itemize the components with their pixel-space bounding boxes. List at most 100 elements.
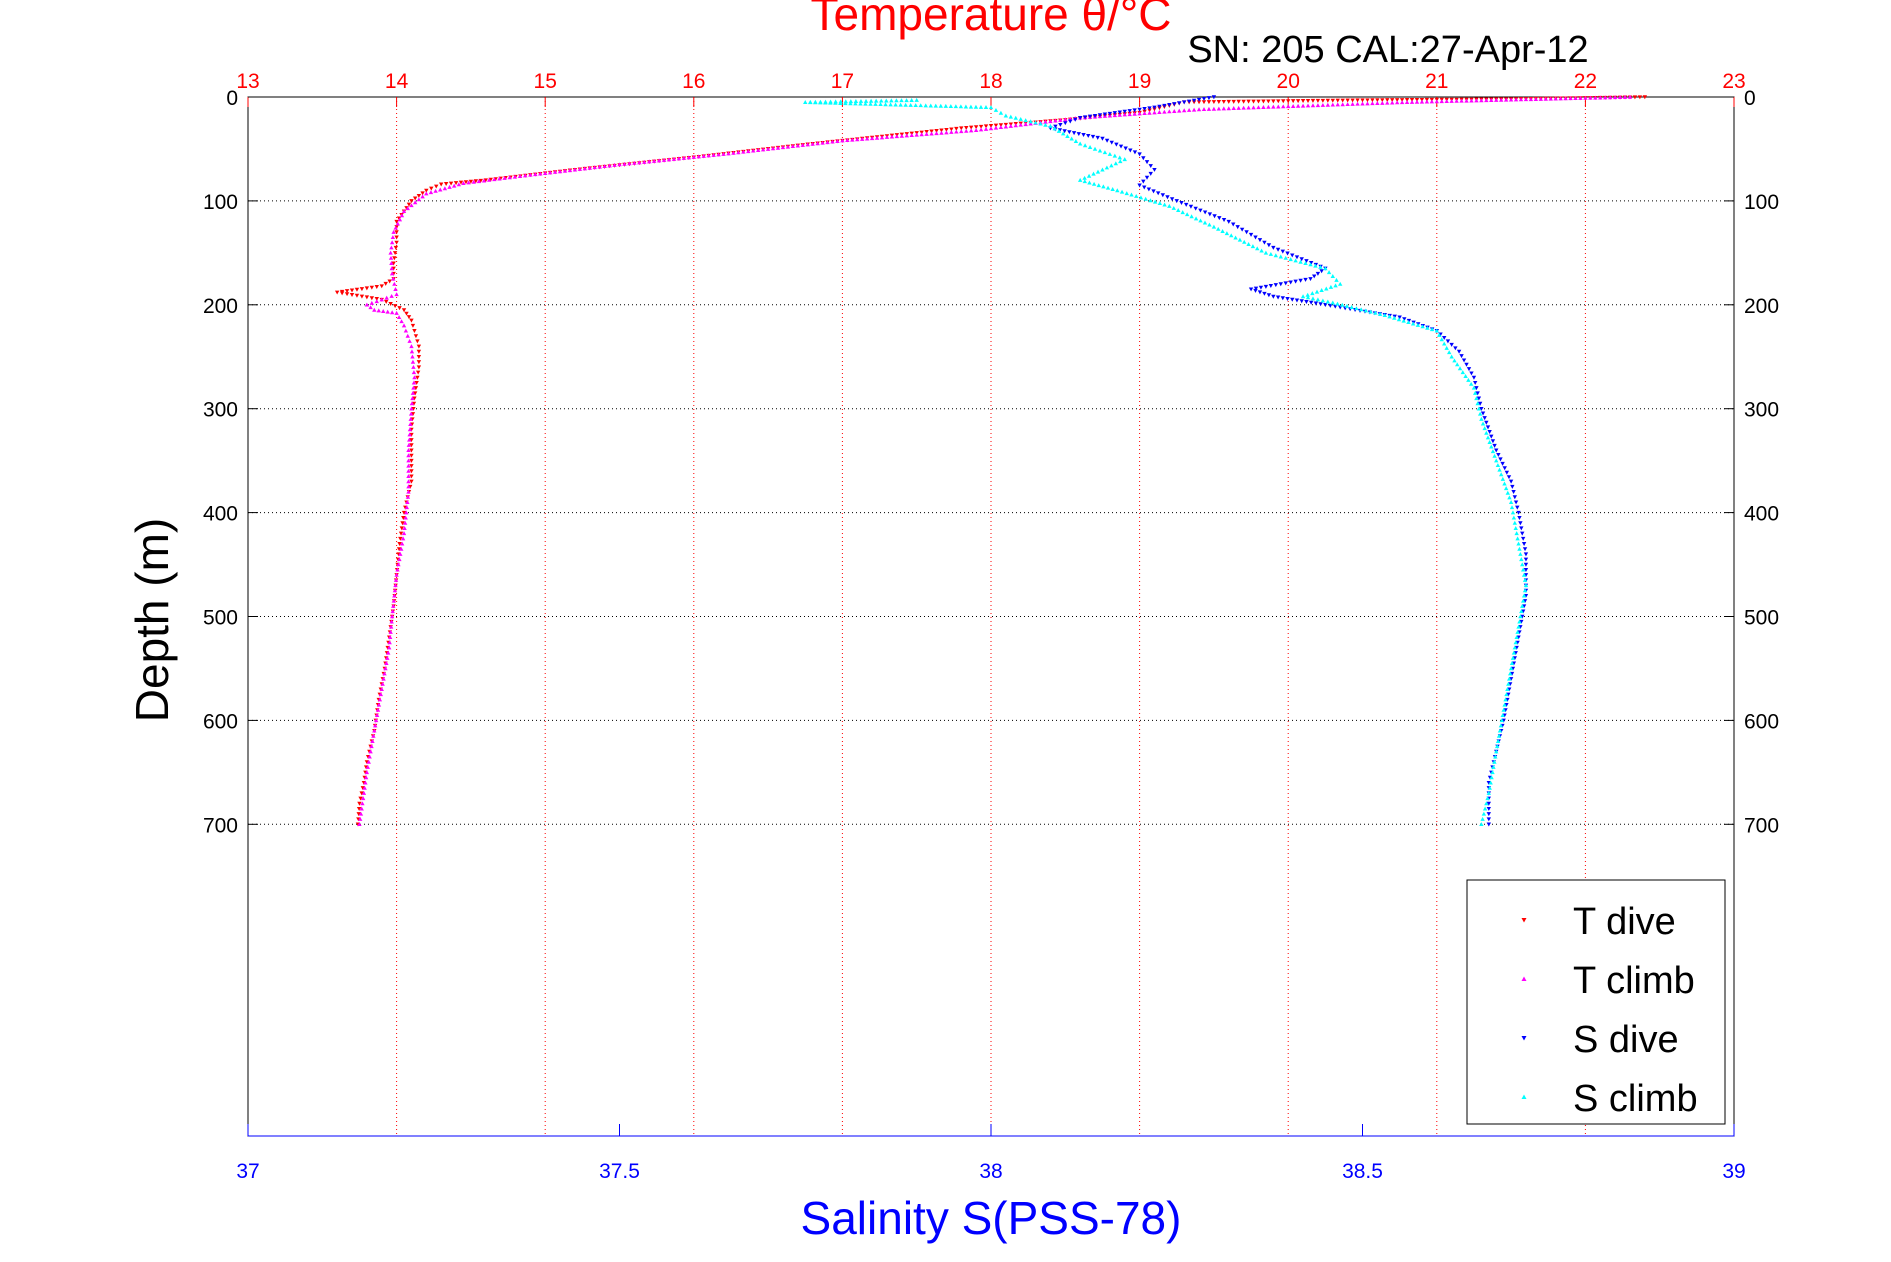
data-point (1206, 106, 1212, 111)
data-point (1172, 108, 1177, 113)
data-point (933, 103, 938, 108)
data-point (405, 206, 410, 211)
data-point (1479, 822, 1484, 827)
data-point (411, 385, 416, 390)
data-point (1325, 299, 1331, 304)
data-point (383, 299, 389, 304)
data-point (894, 98, 899, 103)
data-point (1048, 123, 1053, 128)
data-point (366, 759, 371, 764)
data-point (1181, 100, 1187, 105)
data-point (879, 135, 885, 140)
data-point (416, 360, 422, 365)
data-point (813, 100, 818, 105)
data-point (959, 129, 964, 134)
data-point (408, 422, 413, 427)
data-point (1511, 515, 1517, 520)
data-point (1439, 337, 1444, 342)
legend-box (1466, 879, 1726, 1125)
data-point (1181, 108, 1187, 113)
data-point (368, 749, 373, 754)
data-point (780, 145, 786, 150)
data-point (741, 149, 746, 154)
data-point (438, 187, 443, 192)
data-point (1506, 475, 1512, 480)
data-point (364, 770, 370, 775)
data-point (1127, 112, 1132, 117)
data-point (1147, 106, 1152, 111)
temperature-tick-label: 21 (1425, 70, 1448, 93)
legend-label: T dive (1573, 901, 1676, 943)
data-point (1128, 148, 1133, 153)
data-point (394, 240, 399, 245)
data-point (453, 181, 459, 186)
data-point (1256, 99, 1261, 104)
data-point (1320, 98, 1326, 103)
data-point (1148, 198, 1153, 203)
data-point (1052, 126, 1057, 131)
data-point (373, 718, 379, 723)
data-point (1445, 339, 1451, 344)
data-point (1283, 255, 1288, 260)
data-point (1313, 301, 1319, 306)
data-point (408, 416, 413, 421)
data-point (1144, 175, 1150, 180)
data-point (1387, 314, 1392, 319)
data-point (401, 323, 407, 328)
data-point (1404, 99, 1410, 104)
data-point (409, 448, 414, 453)
data-point (1060, 131, 1066, 136)
data-point (1266, 99, 1271, 104)
data-point (1110, 187, 1115, 191)
data-point (429, 186, 434, 191)
data-point (375, 707, 381, 712)
data-point (416, 197, 422, 202)
salinity-tick-label: 38.5 (1342, 1160, 1383, 1183)
data-point (1385, 100, 1390, 105)
data-point (1063, 117, 1068, 122)
data-point (360, 796, 366, 801)
data-point (1519, 526, 1524, 531)
data-point (1117, 112, 1122, 117)
data-point (401, 510, 407, 515)
data-point (958, 104, 964, 109)
data-point (356, 806, 362, 811)
data-point (1486, 812, 1492, 817)
data-point (360, 801, 365, 806)
data-point (379, 284, 384, 289)
legend-label: S dive (1573, 1019, 1679, 1061)
data-point (1198, 218, 1203, 223)
data-point (1087, 180, 1092, 185)
data-point (1516, 541, 1521, 546)
data-point (868, 98, 874, 103)
data-point (410, 354, 415, 359)
data-point (1444, 345, 1449, 350)
data-point (1500, 461, 1505, 466)
data-point (374, 713, 380, 717)
data-point (401, 516, 406, 520)
data-point (1490, 439, 1496, 444)
data-point (1257, 290, 1263, 295)
data-point (409, 453, 414, 458)
data-point (1310, 103, 1316, 108)
data-point (1328, 284, 1334, 289)
data-point (1335, 301, 1340, 306)
data-point (395, 567, 400, 572)
data-point (1498, 457, 1503, 462)
data-point (517, 174, 523, 178)
data-point (1498, 472, 1504, 477)
data-point (354, 287, 360, 292)
data-point (808, 100, 813, 105)
data-point (795, 143, 801, 148)
data-point (1068, 119, 1073, 124)
data-point (1476, 406, 1482, 411)
data-point (357, 822, 362, 827)
data-point (416, 344, 422, 349)
data-point (387, 635, 393, 640)
data-point (1202, 220, 1208, 225)
data-point (486, 177, 492, 182)
data-point (1512, 645, 1518, 650)
data-point (1198, 208, 1203, 213)
data-point (1294, 255, 1300, 260)
data-point (447, 184, 452, 189)
